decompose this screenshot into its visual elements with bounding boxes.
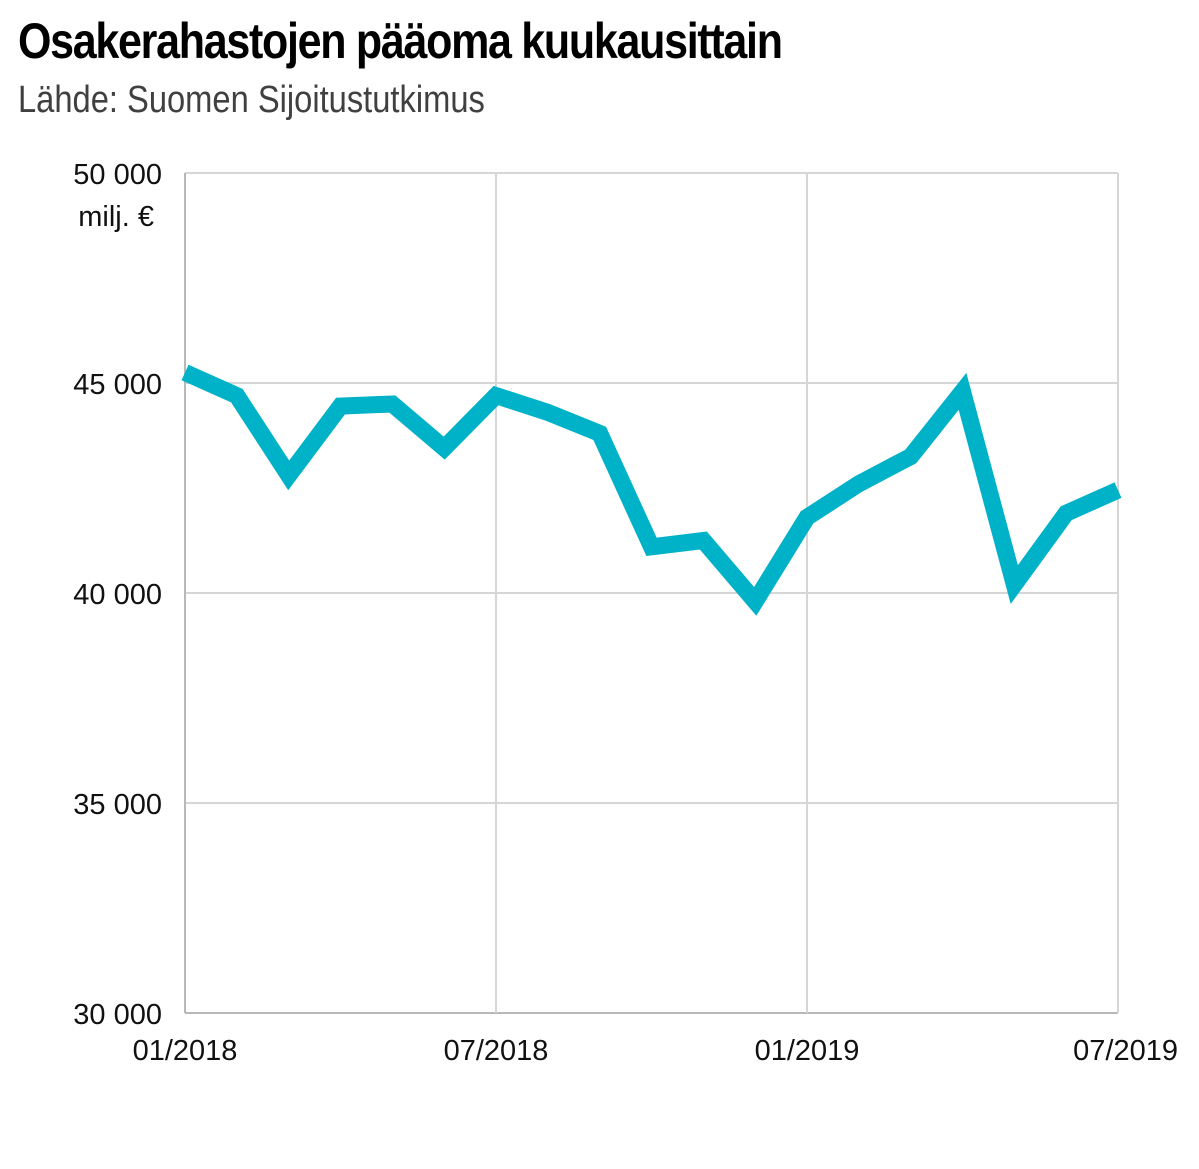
y-tick-label: 50 000 bbox=[73, 159, 162, 191]
data-series bbox=[181, 364, 1122, 616]
y-tick-label: 30 000 bbox=[73, 999, 162, 1031]
axis-labels: milj. € 30 000 35 000 40 000 45 000 50 000 01… bbox=[73, 159, 1178, 1067]
y-tick-label: 35 000 bbox=[73, 789, 162, 821]
x-tick-label: 07/2019 bbox=[1073, 1035, 1178, 1067]
y-tick-label: 40 000 bbox=[73, 579, 162, 611]
chart-subtitle: Lähde: Suomen Sijoitustutkimus bbox=[18, 79, 485, 121]
series-line bbox=[181, 364, 1122, 616]
x-tick-label: 07/2018 bbox=[444, 1035, 549, 1067]
y-axis-unit-label: milj. € bbox=[78, 201, 154, 233]
y-tick-label: 45 000 bbox=[73, 369, 162, 401]
chart-title: Osakerahastojen pääoma kuukausittain bbox=[18, 13, 783, 69]
x-tick-label: 01/2018 bbox=[133, 1035, 238, 1067]
grid-lines bbox=[184, 172, 1119, 1014]
x-tick-label: 01/2019 bbox=[755, 1035, 860, 1067]
